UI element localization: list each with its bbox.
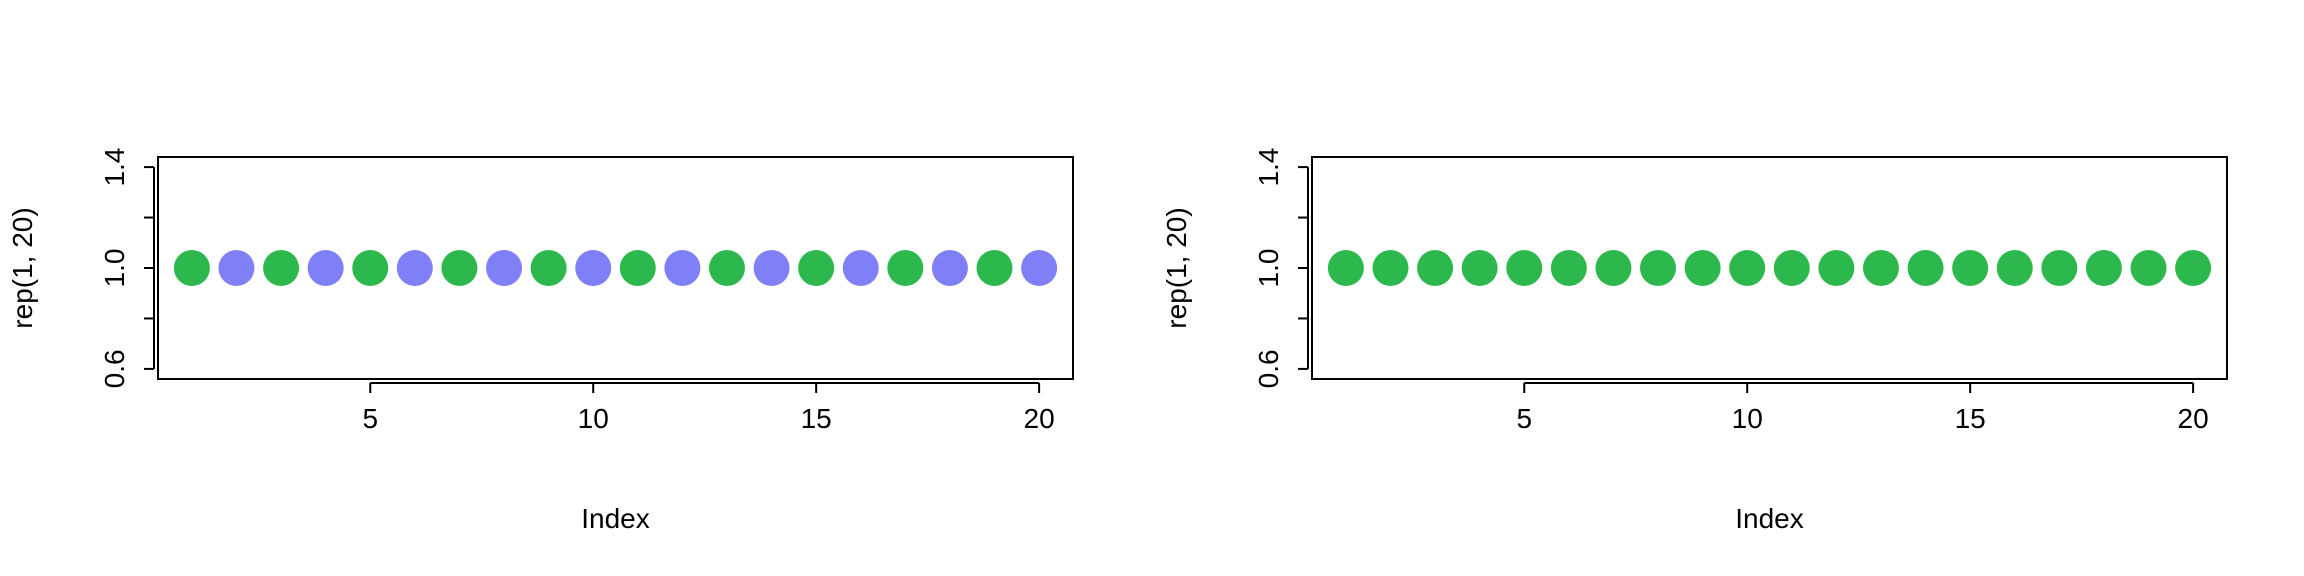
data-point — [1952, 250, 1989, 286]
data-point — [1372, 250, 1409, 286]
chart-panel-2: 5 10 15 20 0.6 1.0 1.4 Index rep(1, 20) — [1161, 148, 2228, 534]
data-point — [1595, 250, 1632, 286]
data-point — [575, 250, 612, 286]
data-point — [1021, 250, 1058, 286]
y-axis-title: rep(1, 20) — [7, 207, 38, 328]
data-point — [1773, 250, 1810, 286]
y-tick-label: 1.0 — [1253, 249, 1284, 288]
x-tick-label: 20 — [2178, 403, 2209, 434]
data-point — [1550, 250, 1587, 286]
data-point — [2041, 250, 2078, 286]
y-tick-label: 0.6 — [1253, 349, 1284, 388]
data-point — [441, 250, 478, 286]
data-point — [1907, 250, 1944, 286]
data-point — [2085, 250, 2122, 286]
plot-frame — [1311, 156, 2228, 380]
x-tick-label: 10 — [1732, 403, 1763, 434]
data-point — [173, 250, 210, 286]
data-point — [887, 250, 924, 286]
data-point — [798, 250, 835, 286]
data-point — [1729, 250, 1766, 286]
data-point — [1640, 250, 1677, 286]
data-point — [753, 250, 790, 286]
plot-frame — [157, 156, 1074, 380]
data-point — [1996, 250, 2033, 286]
data-point — [352, 250, 389, 286]
y-tick-label: 1.4 — [99, 148, 130, 187]
y-tick-label: 1.0 — [99, 249, 130, 288]
data-point — [842, 250, 879, 286]
data-point — [1461, 250, 1498, 286]
x-tick-label: 20 — [1024, 403, 1055, 434]
x-tick-label: 15 — [801, 403, 832, 434]
data-point — [530, 250, 567, 286]
data-point — [1818, 250, 1855, 286]
data-point — [1327, 250, 1364, 286]
x-tick-label: 5 — [1516, 403, 1532, 434]
data-point — [307, 250, 344, 286]
data-point — [1862, 250, 1899, 286]
data-point — [1506, 250, 1543, 286]
y-tick-label: 1.4 — [1253, 148, 1284, 187]
y-tick-label: 0.6 — [99, 349, 130, 388]
data-point — [396, 250, 433, 286]
x-tick-label: 10 — [578, 403, 609, 434]
x-tick-label: 15 — [1955, 403, 1986, 434]
data-point — [708, 250, 745, 286]
data-point — [486, 250, 523, 286]
data-point — [218, 250, 255, 286]
data-point — [1684, 250, 1721, 286]
x-tick-label: 5 — [362, 403, 378, 434]
data-point — [263, 250, 300, 286]
data-point — [2130, 250, 2167, 286]
y-axis-title: rep(1, 20) — [1161, 207, 1192, 328]
data-point — [619, 250, 656, 286]
data-point — [1417, 250, 1454, 286]
data-point — [976, 250, 1013, 286]
x-axis-title: Index — [1735, 503, 1804, 534]
chart-panel-1: 5 10 15 20 0.6 1.0 1.4 Index rep(1, 20) — [7, 148, 1074, 534]
data-point — [931, 250, 968, 286]
x-axis-title: Index — [581, 503, 650, 534]
data-point — [664, 250, 701, 286]
data-point — [2175, 250, 2212, 286]
